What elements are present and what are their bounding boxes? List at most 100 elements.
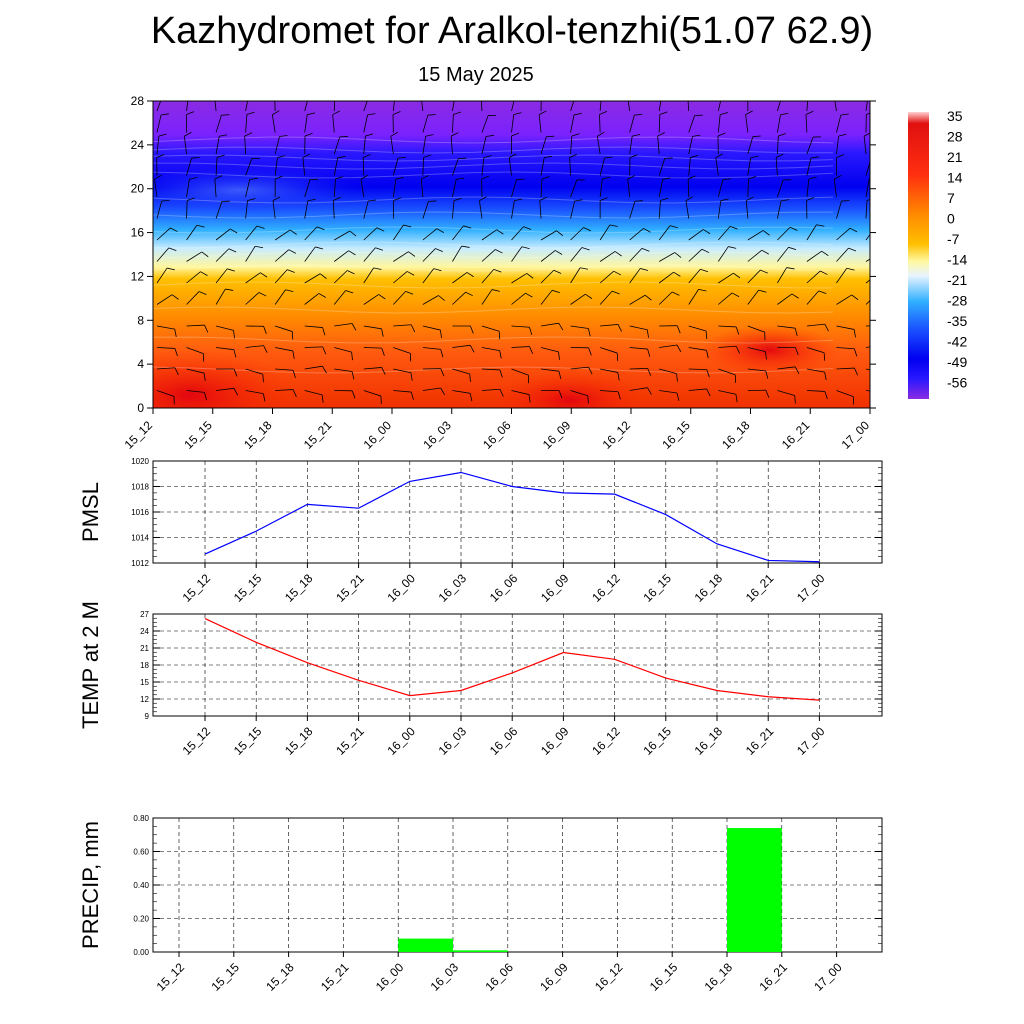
wind-barb-flag xyxy=(493,269,502,273)
wind-barb xyxy=(363,200,369,219)
wind-barb xyxy=(363,294,379,305)
xtick-label: 16_00 xyxy=(384,571,418,605)
wind-barb xyxy=(363,347,382,349)
wind-barb xyxy=(393,224,404,241)
heatmap-ytick-label: 20 xyxy=(131,182,145,196)
wind-barb xyxy=(718,325,737,328)
wind-barb xyxy=(570,247,583,262)
wind-barb-flag xyxy=(585,293,593,299)
wind-barb xyxy=(717,101,722,112)
wind-barb-flag xyxy=(427,114,436,116)
wind-barb-flag xyxy=(322,365,327,374)
xtick-label: 16_09 xyxy=(537,960,571,994)
wind-barb-flag xyxy=(481,175,490,180)
wind-barb xyxy=(481,157,485,176)
xtick-label: 16_15 xyxy=(647,960,681,994)
colorbar-label: 35 xyxy=(947,108,963,124)
contour-lines xyxy=(153,136,834,374)
wind-barb xyxy=(600,324,619,327)
wind-barb-flag xyxy=(587,395,589,404)
xtick-label: 17_00 xyxy=(811,960,845,994)
wind-barb xyxy=(216,347,234,351)
wind-barb xyxy=(422,136,427,155)
wind-barb-flag xyxy=(720,112,728,115)
wind-barb-flag xyxy=(558,351,560,360)
wind-barb-flag xyxy=(351,390,356,399)
wind-barb-flag xyxy=(706,350,709,359)
wind-barb xyxy=(363,267,374,284)
wind-barb-flag xyxy=(627,175,636,180)
wind-barb xyxy=(186,347,204,355)
heatmap-xtick-label: 15_18 xyxy=(241,418,275,452)
wind-barb-flag xyxy=(263,326,267,334)
wind-barb xyxy=(745,114,749,133)
wind-barb-flag xyxy=(731,292,740,298)
temp-panel: 9 12 15 18 21 24 27 15_12 15_15 15_18 15_21 16_00 16… xyxy=(78,601,883,758)
wind-barb-flag xyxy=(483,155,492,158)
wind-barb-flag xyxy=(246,111,255,115)
wind-barb-flag xyxy=(866,199,870,201)
wind-barb xyxy=(777,366,796,370)
wind-barb-flag xyxy=(249,177,258,180)
wind-barb xyxy=(245,345,264,348)
wind-barb xyxy=(600,347,618,354)
wind-barb-flag xyxy=(230,228,238,234)
wind-barb-flag xyxy=(745,110,753,115)
contour-line xyxy=(153,281,834,289)
xtick-label: 16_03 xyxy=(436,571,470,605)
xtick-label: 16_18 xyxy=(702,960,736,994)
wind-barb xyxy=(806,270,821,284)
wind-barb xyxy=(777,293,793,305)
wind-barb xyxy=(511,368,529,376)
heatmap-xtick-label: 17_00 xyxy=(839,418,873,452)
wind-barb xyxy=(452,101,455,112)
wind-barb xyxy=(836,268,848,284)
wind-barb xyxy=(156,227,171,241)
wind-barb-flag xyxy=(646,329,649,338)
wind-barb xyxy=(806,250,822,262)
wind-barb xyxy=(600,368,618,373)
wind-barb xyxy=(718,272,734,284)
wind-barb-flag xyxy=(599,110,608,115)
wind-barb xyxy=(304,226,318,241)
wind-barb xyxy=(688,289,699,305)
wind-barb xyxy=(836,247,849,262)
wind-barb-flag xyxy=(244,132,253,137)
wind-barb xyxy=(393,347,411,354)
wind-barb-flag xyxy=(321,394,324,403)
wind-barb-flag xyxy=(748,175,757,180)
wind-barb xyxy=(392,158,399,176)
ytick-label: 15 xyxy=(140,678,149,687)
xtick-label: 15_18 xyxy=(282,571,316,605)
wind-barb xyxy=(392,101,395,112)
wind-barb-flag xyxy=(647,368,652,376)
wind-barb xyxy=(422,268,435,284)
xtick-label: 15_18 xyxy=(263,960,297,994)
wind-barb-flag xyxy=(272,196,281,201)
wind-barb-flag xyxy=(289,229,297,235)
wind-barb-flag xyxy=(580,267,589,270)
contour-line xyxy=(153,211,834,219)
wind-barb xyxy=(806,224,817,241)
wind-barb-flag xyxy=(617,391,621,400)
wind-barb xyxy=(156,136,160,155)
wind-barb-flag xyxy=(788,246,797,251)
ytick-label: 27 xyxy=(140,610,149,619)
heatmap-xtick-label: 16_12 xyxy=(600,418,634,452)
wind-barb-flag xyxy=(201,251,209,258)
wind-barb xyxy=(274,157,278,176)
wind-barb xyxy=(156,267,168,284)
wind-barb-flag xyxy=(154,174,162,180)
wind-barb xyxy=(836,114,842,133)
wind-barb-flag xyxy=(373,267,382,270)
wind-barb-flag xyxy=(233,368,238,377)
colorbar-label: 7 xyxy=(947,190,955,206)
ytick-label: 0.80 xyxy=(133,814,149,823)
wind-barb xyxy=(836,294,852,305)
wind-barb-flag xyxy=(187,197,195,201)
wind-barb xyxy=(156,390,175,397)
wind-barb-flag xyxy=(884,393,886,401)
wind-barb-flag xyxy=(166,267,175,271)
wind-barb xyxy=(629,201,636,219)
wind-barb-flag xyxy=(523,226,532,230)
